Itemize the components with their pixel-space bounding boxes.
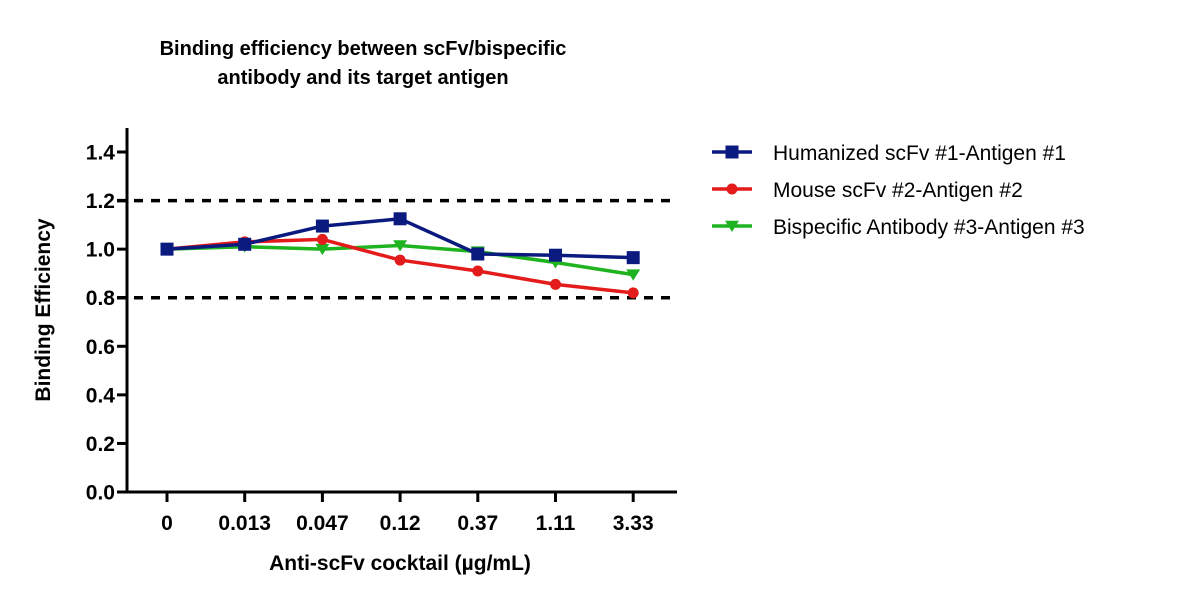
y-tick-label: 1.0 [86, 239, 115, 262]
data-point [627, 287, 639, 299]
chart-title-line-1: Binding efficiency between scFv/bispecif… [160, 38, 567, 60]
x-tick-label: 0 [161, 512, 173, 535]
y-ticks: 0.0 0.2 0.4 0.6 0.8 1.0 1.2 1.4 [86, 142, 127, 505]
y-tick-label: 0.0 [86, 482, 115, 505]
y-tick-label: 0.4 [86, 384, 116, 407]
data-point [160, 242, 174, 256]
chart-title-line-2: antibody and its target antigen [217, 67, 508, 89]
legend-marker-icon [725, 220, 739, 232]
x-tick-label: 0.12 [380, 512, 421, 535]
legend-item: Mouse scFv #2-Antigen #2 [712, 179, 1023, 202]
x-axis-label: Anti-scFv cocktail (µg/mL) [269, 552, 531, 575]
x-tick-label: 3.33 [613, 512, 654, 535]
data-point [393, 240, 408, 252]
data-point [471, 247, 485, 261]
y-tick-label: 0.6 [86, 336, 115, 359]
data-point [549, 248, 562, 262]
y-axis-label: Binding Efficiency [32, 218, 55, 402]
x-tick-label: 0.37 [457, 512, 498, 535]
y-tick-label: 1.4 [86, 142, 116, 165]
y-tick-label: 0.2 [86, 433, 115, 456]
series-1 [160, 212, 640, 265]
legend-label: Humanized scFv #1-Antigen #1 [773, 142, 1066, 165]
legend: Humanized scFv #1-Antigen #1 Mouse scFv #… [712, 142, 1085, 239]
legend-label: Mouse scFv #2-Antigen #2 [773, 179, 1023, 202]
data-point [550, 278, 561, 290]
legend-item: Bispecific Antibody #3-Antigen #3 [712, 216, 1085, 239]
series [160, 212, 641, 299]
legend-marker-icon [725, 145, 739, 159]
x-tick-label: 0.047 [296, 512, 349, 535]
data-point [315, 219, 329, 233]
data-point [315, 243, 330, 256]
x-ticks: 0 0.013 0.047 0.12 0.37 1.11 3.33 [161, 492, 654, 535]
x-tick-label: 0.013 [218, 512, 271, 535]
data-point [626, 251, 640, 265]
axes [125, 128, 677, 494]
legend-label: Bispecific Antibody #3-Antigen #3 [773, 216, 1085, 239]
data-point [316, 233, 328, 245]
reference-lines [117, 198, 676, 300]
x-tick-label: 1.11 [536, 512, 576, 535]
data-point [238, 237, 252, 251]
legend-marker-icon [726, 183, 738, 195]
y-tick-label: 0.8 [86, 287, 116, 310]
data-point [394, 254, 406, 266]
chart-title: Binding efficiency between scFv/bispecif… [160, 38, 567, 89]
data-point [626, 269, 641, 281]
legend-item: Humanized scFv #1-Antigen #1 [712, 142, 1066, 165]
y-tick-label: 1.2 [86, 190, 115, 213]
data-point [393, 212, 407, 226]
data-point [472, 265, 484, 277]
